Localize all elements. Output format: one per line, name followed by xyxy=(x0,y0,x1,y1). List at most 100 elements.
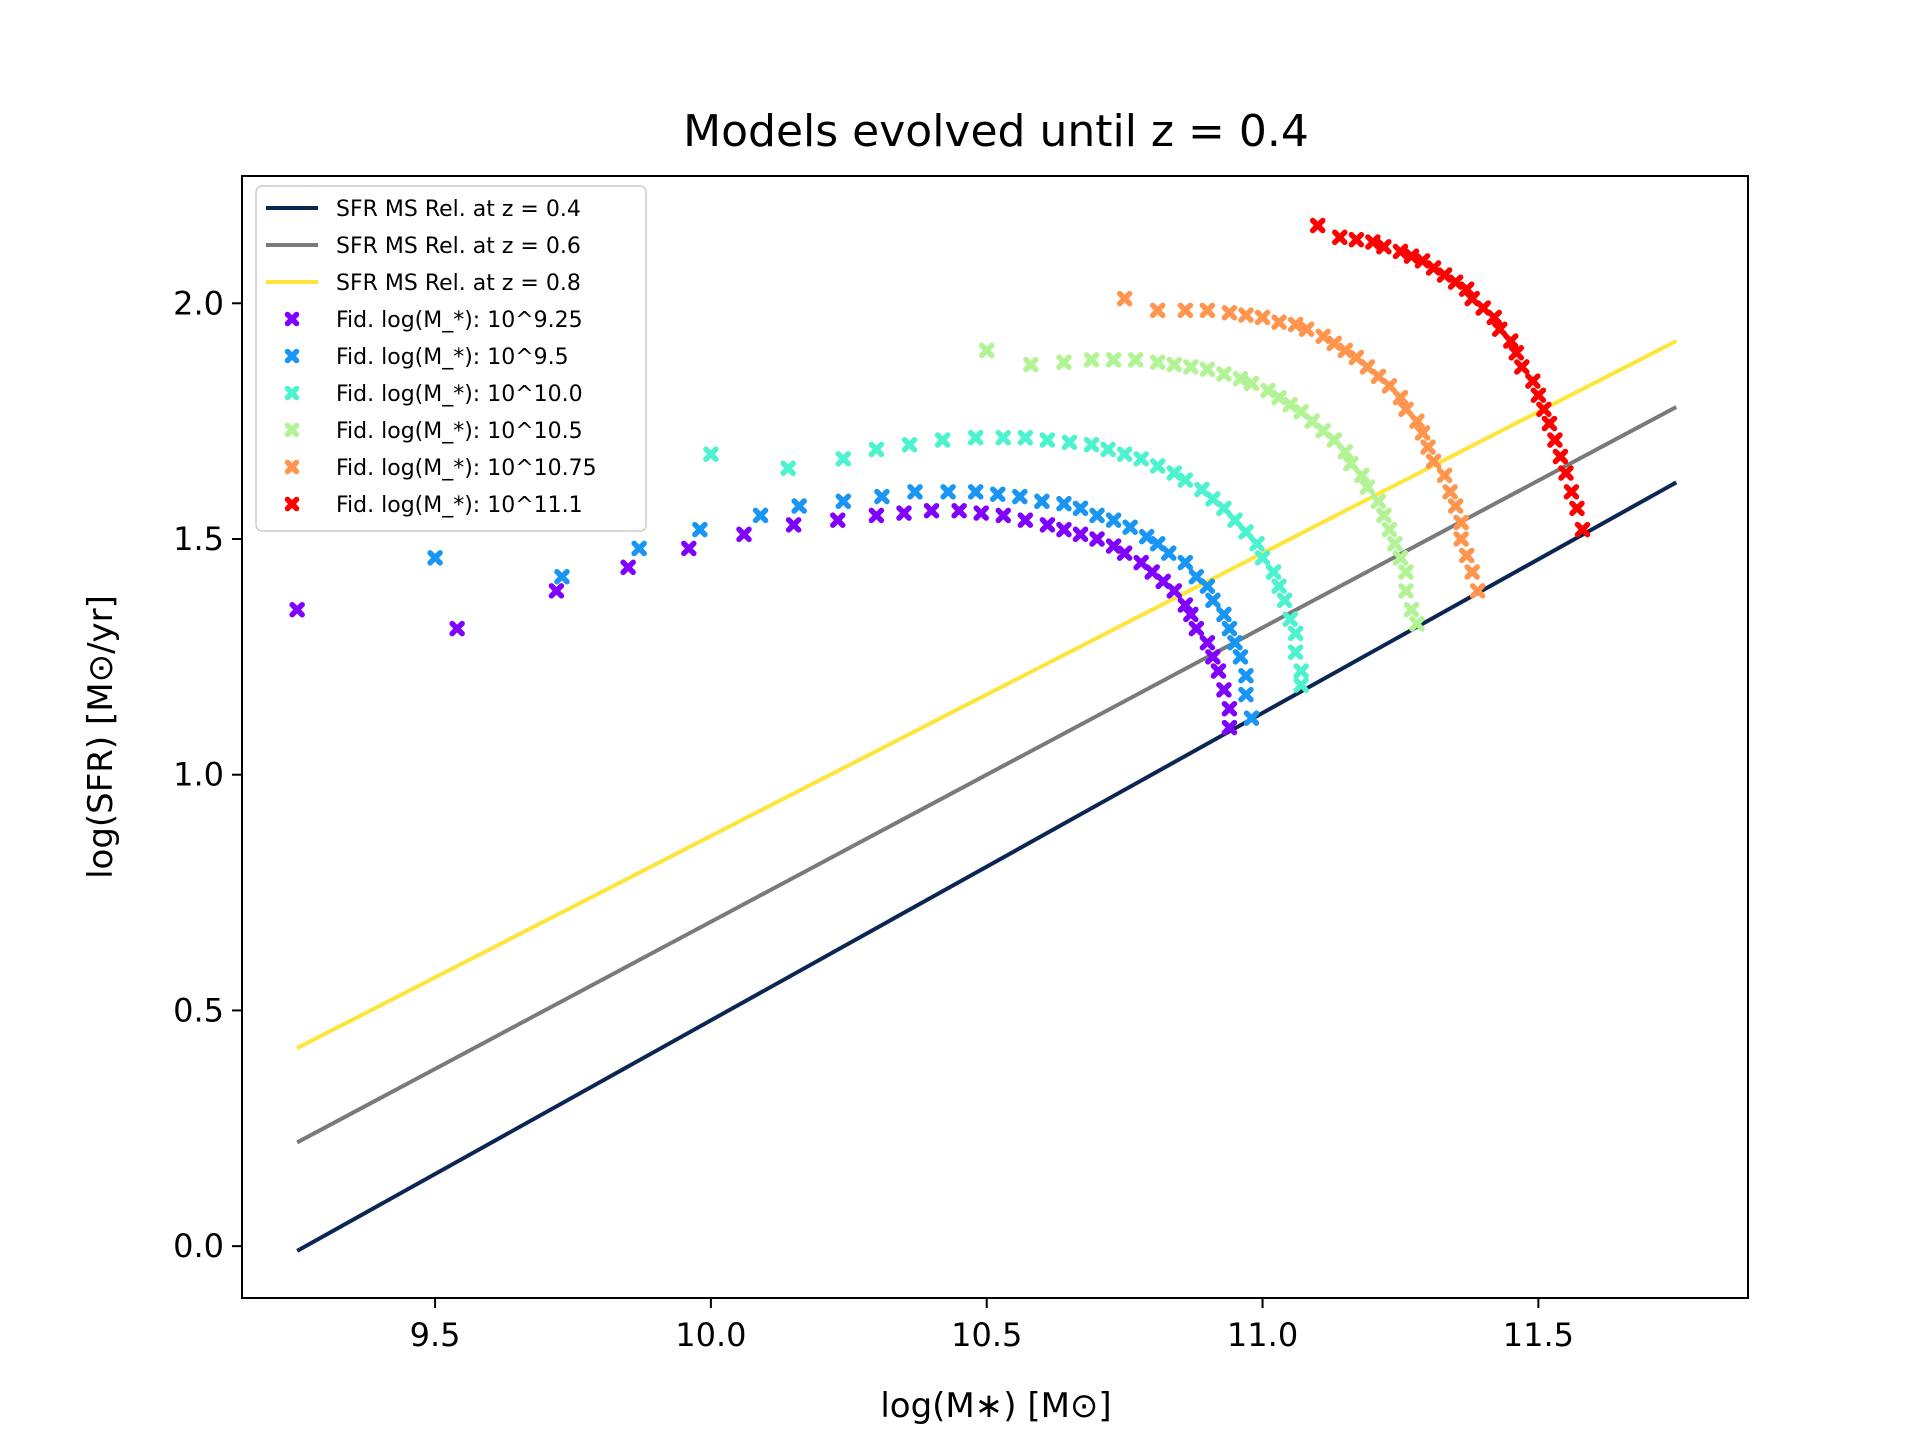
series-3-point-17 xyxy=(1304,413,1320,429)
series-2-point-18-stroke-b xyxy=(1194,481,1210,498)
series-4-point-17 xyxy=(1392,389,1409,406)
series-3-point-15 xyxy=(1282,396,1298,413)
series-5-point-18-stroke-b xyxy=(1514,359,1530,375)
series-4-point-22 xyxy=(1425,453,1442,469)
series-1-point-16 xyxy=(1089,507,1105,524)
series-1-point-2 xyxy=(631,540,647,557)
legend-marker-series-4-stroke-b xyxy=(284,459,300,475)
series-5-point-17 xyxy=(1508,345,1525,361)
series-5-point-19-stroke-b xyxy=(1525,373,1541,389)
series-0-point-16 xyxy=(1056,521,1072,538)
series-3-point-32 xyxy=(1409,616,1425,632)
series-1-point-14 xyxy=(1056,495,1072,512)
series-4-point-23-stroke-b xyxy=(1436,467,1453,484)
series-0-point-7 xyxy=(830,512,846,528)
series-1-point-2-stroke-b xyxy=(631,540,647,557)
series-4-point-6-stroke-b xyxy=(1254,309,1271,326)
series-3-point-30 xyxy=(1398,583,1414,599)
series-0-point-27 xyxy=(1188,620,1205,637)
series-0-point-30-stroke-b xyxy=(1210,663,1227,679)
y-tick-label-4: 2.0 xyxy=(173,284,224,322)
series-3-point-28 xyxy=(1392,550,1409,566)
series-1-point-28 xyxy=(1227,634,1243,651)
series-0-point-17-stroke-b xyxy=(1072,526,1089,543)
series-5-point-5 xyxy=(1392,243,1409,260)
series-1-point-0 xyxy=(427,550,443,566)
series-5-point-16-stroke-b xyxy=(1503,333,1519,349)
series-3-point-28-stroke-b xyxy=(1392,550,1409,566)
series-1-point-13 xyxy=(1034,493,1050,510)
series-5-point-12-stroke-b xyxy=(1464,290,1480,307)
series-4-point-20-stroke-b xyxy=(1414,425,1431,441)
series-4-point-13 xyxy=(1348,349,1365,366)
series-1-point-8-stroke-b xyxy=(907,484,923,500)
series-1-point-25 xyxy=(1205,592,1221,609)
series-5-point-26 xyxy=(1563,484,1580,500)
series-4-point-5 xyxy=(1238,307,1254,323)
legend-label-line-2: SFR MS Rel. at z = 0.8 xyxy=(336,271,581,296)
series-0-point-31 xyxy=(1216,682,1232,698)
series-4-point-3 xyxy=(1199,302,1216,319)
x-tick-label-0: 9.5 xyxy=(410,1316,461,1354)
series-4-point-22-stroke-b xyxy=(1425,453,1442,469)
series-1-point-31-stroke-b xyxy=(1238,686,1254,703)
x-tick-label-4: 11.5 xyxy=(1503,1316,1574,1354)
series-3-point-12-stroke-b xyxy=(1243,375,1260,392)
series-3-point-4 xyxy=(1105,352,1122,368)
series-3-point-18 xyxy=(1315,422,1331,439)
series-4-point-0 xyxy=(1116,290,1133,307)
series-3-point-9-stroke-b xyxy=(1199,361,1216,378)
series-5-point-12 xyxy=(1464,290,1480,307)
series-5-point-26-stroke-b xyxy=(1563,484,1580,500)
series-1-point-32 xyxy=(1243,710,1260,726)
series-4-point-9 xyxy=(1298,321,1315,337)
series-2-point-18 xyxy=(1194,481,1210,498)
series-4-point-11-stroke-b xyxy=(1326,335,1343,352)
series-2-point-26-stroke-b xyxy=(1271,578,1287,594)
series-4-point-26-stroke-b xyxy=(1453,514,1469,531)
series-4-point-1 xyxy=(1149,302,1166,319)
series-3-point-4-stroke-b xyxy=(1105,352,1122,368)
series-1-point-4-stroke-b xyxy=(752,507,769,524)
series-5-point-18 xyxy=(1514,359,1530,375)
series-0-point-20 xyxy=(1116,545,1133,561)
series-4-point-23 xyxy=(1436,467,1453,484)
axes-frame xyxy=(241,175,1749,1299)
series-3-point-30-stroke-b xyxy=(1398,583,1414,599)
series-1-point-15 xyxy=(1072,500,1089,517)
ms-relation-line-0 xyxy=(296,480,1678,1253)
series-5-point-6 xyxy=(1403,248,1420,264)
series-2-point-17-stroke-b xyxy=(1177,472,1194,488)
series-2-point-32-stroke-b xyxy=(1293,677,1309,693)
series-0-point-18-stroke-b xyxy=(1089,531,1105,547)
series-0-point-5-stroke-b xyxy=(736,526,752,543)
series-4-point-14 xyxy=(1359,359,1376,375)
series-0-point-4-stroke-b xyxy=(681,540,697,557)
legend-label-line-1: SFR MS Rel. at z = 0.6 xyxy=(336,234,581,259)
series-4-point-6 xyxy=(1254,309,1271,326)
series-0-point-25-stroke-b xyxy=(1177,597,1194,613)
series-0-point-15 xyxy=(1039,517,1056,533)
series-4-point-8-stroke-b xyxy=(1287,316,1304,333)
series-5-point-14 xyxy=(1486,309,1502,326)
series-5-point-16 xyxy=(1503,333,1519,349)
series-5-point-4 xyxy=(1376,238,1392,255)
series-0-point-12-stroke-b xyxy=(973,505,989,521)
series-5-point-15-stroke-b xyxy=(1492,321,1508,337)
legend-label-series-4: Fid. log(M_*): 10^10.75 xyxy=(336,456,597,481)
series-0-point-3-stroke-b xyxy=(620,559,636,576)
series-3-point-21-stroke-b xyxy=(1343,455,1359,472)
series-4-point-26 xyxy=(1453,514,1469,531)
series-5-point-7 xyxy=(1414,253,1431,269)
series-0-point-32-stroke-b xyxy=(1221,700,1238,717)
series-1-point-10 xyxy=(967,484,984,500)
series-4-point-3-stroke-b xyxy=(1199,302,1216,319)
series-0-point-15-stroke-b xyxy=(1039,517,1056,533)
series-1-point-16-stroke-b xyxy=(1089,507,1105,524)
series-4-point-7-stroke-b xyxy=(1271,314,1287,330)
series-0-point-31-stroke-b xyxy=(1216,682,1232,698)
series-1-point-18 xyxy=(1122,519,1138,535)
series-5-point-28-stroke-b xyxy=(1574,521,1591,538)
series-0-point-22-stroke-b xyxy=(1144,564,1160,580)
series-2-point-20-stroke-b xyxy=(1216,500,1232,517)
